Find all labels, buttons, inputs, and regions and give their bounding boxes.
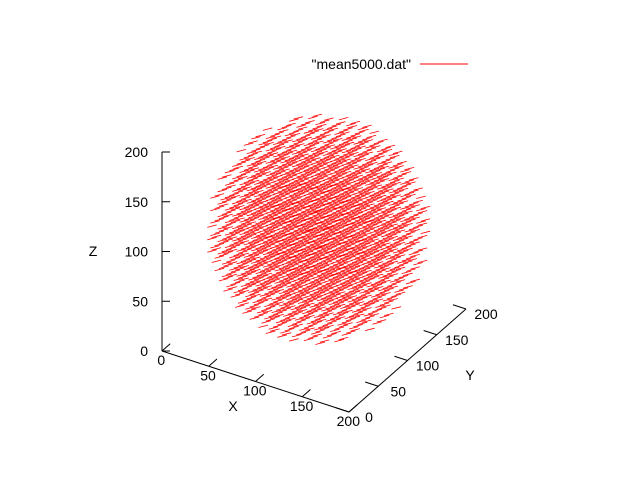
z-tick-label: 200 (125, 144, 149, 160)
x-tick (208, 358, 218, 367)
z-axis-title: Z (89, 243, 98, 259)
legend-entry-label: "mean5000.dat" (312, 56, 411, 72)
z-tick-label: 50 (132, 293, 148, 309)
x-tick (301, 389, 311, 398)
y-tick (335, 407, 350, 413)
z-tick-label: 0 (140, 343, 148, 359)
y-axis-title: Y (465, 367, 475, 383)
x-tick-label: 50 (200, 367, 216, 383)
vector-field-series (207, 113, 431, 345)
x-tick (348, 404, 358, 413)
x-tick-label: 200 (337, 413, 361, 429)
legend: "mean5000.dat" (312, 56, 468, 72)
y-tick-label: 50 (390, 383, 406, 399)
y-tick-label: 100 (416, 358, 440, 374)
y-tick (423, 330, 437, 336)
x-tick (161, 343, 171, 352)
y-tick (394, 355, 408, 361)
y-tick (452, 304, 467, 310)
x-tick-label: 100 (243, 383, 267, 399)
z-tick-label: 100 (125, 244, 149, 260)
y-tick (365, 381, 379, 387)
y-tick-label: 0 (365, 409, 373, 425)
y-tick-label: 150 (445, 332, 469, 348)
x-tick-label: 150 (290, 398, 314, 414)
vector-arrows (207, 113, 431, 345)
x-tick-label: 0 (157, 352, 165, 368)
z-tick-label: 150 (125, 194, 149, 210)
x-axis-title: X (228, 398, 238, 414)
y-tick-label: 200 (474, 306, 498, 322)
tick-marks (161, 151, 467, 413)
x-tick (255, 373, 265, 382)
